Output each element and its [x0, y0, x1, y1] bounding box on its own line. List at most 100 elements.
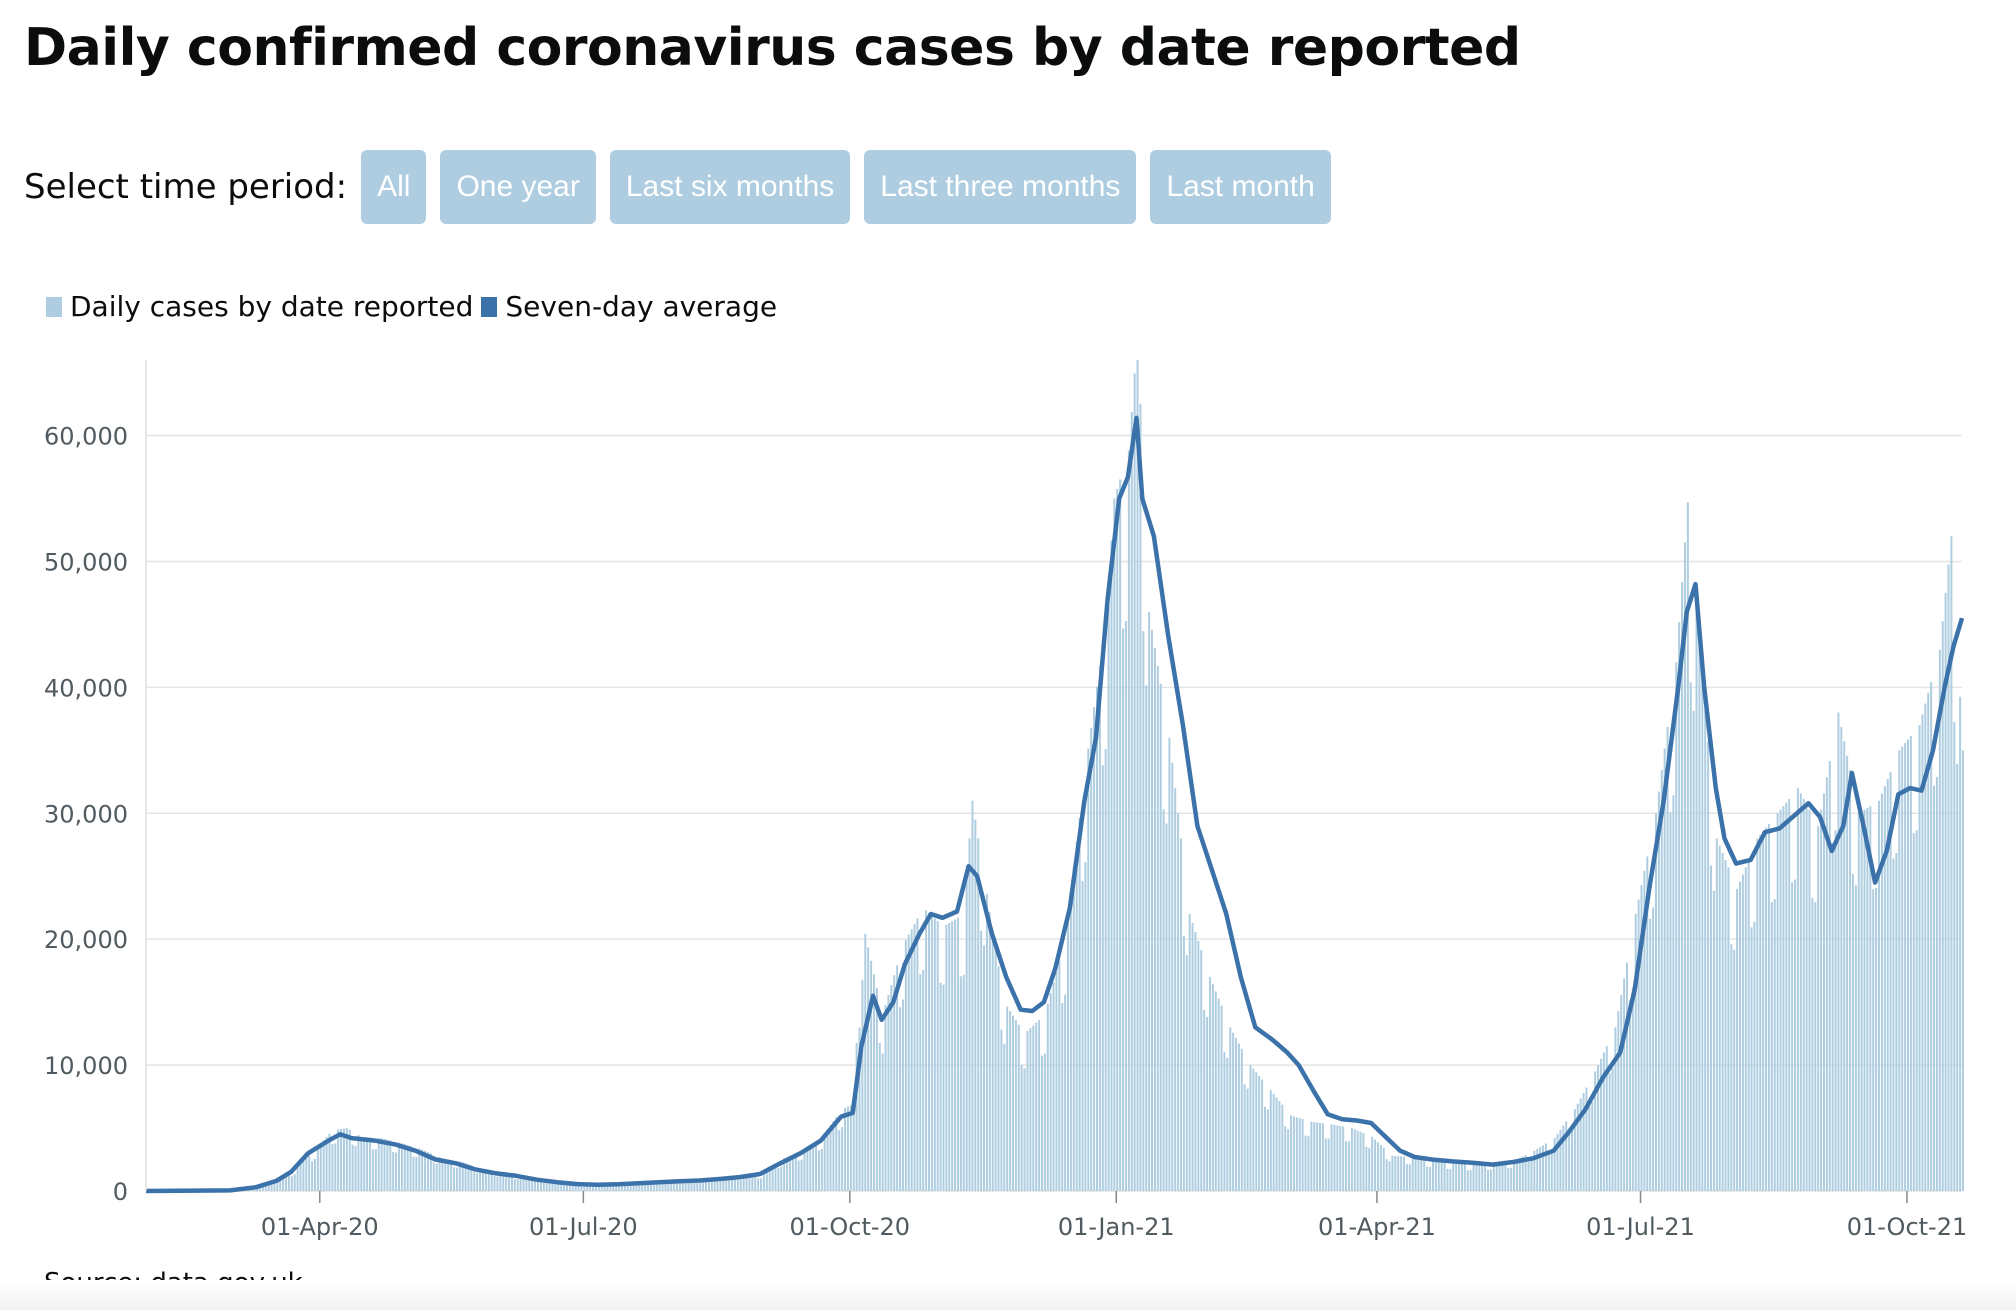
- daily-cases-bar: [1628, 1000, 1631, 1191]
- period-button-one-year[interactable]: One year: [440, 150, 596, 224]
- daily-cases-bar: [786, 1157, 789, 1191]
- daily-cases-bar: [1811, 897, 1814, 1191]
- period-button-last-month[interactable]: Last month: [1150, 150, 1331, 224]
- daily-cases-bar: [968, 838, 971, 1191]
- daily-cases-bar: [1530, 1160, 1533, 1191]
- daily-cases-bar: [939, 982, 942, 1191]
- daily-cases-bar: [1029, 1028, 1032, 1191]
- daily-cases-bar: [783, 1158, 786, 1191]
- daily-cases-bar: [988, 912, 991, 1191]
- daily-cases-bar: [1226, 1057, 1229, 1191]
- daily-cases-bar: [1521, 1156, 1524, 1191]
- daily-cases-bar: [812, 1142, 815, 1191]
- period-button-last-three-months[interactable]: Last three months: [864, 150, 1137, 224]
- daily-cases-bar: [1159, 683, 1162, 1191]
- daily-cases-bar: [438, 1157, 441, 1191]
- daily-cases-bar: [916, 918, 919, 1191]
- daily-cases-bar: [1594, 1071, 1597, 1191]
- daily-cases-bar: [647, 1182, 650, 1191]
- period-button-last-six-months[interactable]: Last six months: [609, 150, 851, 224]
- daily-cases-bar: [461, 1162, 464, 1191]
- daily-cases-bar: [1266, 1109, 1269, 1191]
- daily-cases-bar: [1046, 1003, 1049, 1191]
- daily-cases-bar: [1049, 993, 1052, 1191]
- daily-cases-bar: [1814, 901, 1817, 1191]
- chart-legend: Daily cases by date reported Seven-day a…: [46, 290, 785, 323]
- daily-cases-bar: [1353, 1129, 1356, 1191]
- daily-cases-bar: [1127, 450, 1130, 1191]
- daily-cases-bar: [322, 1140, 325, 1191]
- daily-cases-bar: [1715, 838, 1718, 1191]
- daily-cases-bar: [1330, 1124, 1333, 1191]
- daily-cases-bar: [305, 1158, 308, 1191]
- daily-cases-bar: [728, 1177, 731, 1191]
- daily-cases-bar: [577, 1185, 580, 1191]
- daily-cases-bar: [1637, 899, 1640, 1191]
- daily-cases-bar: [1872, 889, 1875, 1191]
- daily-cases-bar: [1617, 1011, 1620, 1191]
- daily-cases-bar: [1301, 1119, 1304, 1191]
- daily-cases-bar: [1686, 502, 1689, 1191]
- daily-cases-bar: [1408, 1164, 1411, 1191]
- daily-cases-bar: [386, 1139, 389, 1191]
- axes: 0 10,000 20,000 30,000 40,000 50,000 60,000 01-…: [44, 360, 1967, 1241]
- daily-cases-bar: [774, 1163, 777, 1191]
- daily-cases-bar: [1782, 806, 1785, 1191]
- daily-cases-bar: [1710, 865, 1713, 1191]
- daily-cases-bar: [1006, 1006, 1009, 1191]
- daily-cases-bar: [806, 1146, 809, 1191]
- daily-cases-bar: [1431, 1160, 1434, 1191]
- legend-item-seven-day-average[interactable]: Seven-day average: [481, 290, 777, 323]
- daily-cases-bar: [1165, 823, 1168, 1191]
- daily-cases-bar: [1620, 994, 1623, 1191]
- daily-cases-bar: [731, 1177, 734, 1191]
- daily-cases-bar: [1510, 1167, 1513, 1191]
- daily-cases-bar: [1640, 885, 1643, 1191]
- daily-cases-bar: [499, 1172, 502, 1191]
- daily-cases-bar: [641, 1182, 644, 1191]
- daily-cases-bar: [1820, 809, 1823, 1191]
- daily-cases-bar: [1918, 725, 1921, 1191]
- daily-cases-bar: [1924, 703, 1927, 1191]
- daily-cases-bar: [1455, 1163, 1458, 1191]
- time-period-selector: Select time period: All One year Last si…: [24, 150, 1345, 224]
- daily-cases-bar: [1223, 1052, 1226, 1191]
- daily-cases-bar: [1130, 412, 1133, 1191]
- daily-cases-bar: [285, 1174, 288, 1191]
- daily-cases-bar: [971, 800, 974, 1191]
- daily-cases-bar: [942, 984, 945, 1191]
- daily-cases-bar: [1875, 887, 1878, 1191]
- daily-cases-bar: [1799, 793, 1802, 1191]
- daily-cases-bar: [357, 1135, 360, 1191]
- daily-cases-bar: [710, 1179, 713, 1191]
- daily-cases-bar: [1513, 1160, 1516, 1191]
- daily-cases-bar: [1142, 631, 1145, 1191]
- daily-cases-bar: [453, 1167, 456, 1191]
- daily-cases-bar: [1582, 1092, 1585, 1191]
- daily-cases-bar: [1067, 914, 1070, 1191]
- daily-cases-bar: [959, 976, 962, 1191]
- daily-cases-bar: [1866, 807, 1869, 1191]
- legend-item-daily-cases[interactable]: Daily cases by date reported: [46, 290, 473, 323]
- daily-cases-bar: [1666, 726, 1669, 1191]
- daily-cases-bars: [148, 360, 1964, 1191]
- daily-cases-bar: [366, 1137, 369, 1191]
- daily-cases-bar: [1382, 1147, 1385, 1191]
- daily-cases-bar: [1400, 1156, 1403, 1191]
- daily-cases-bar: [994, 948, 997, 1191]
- daily-cases-bar: [1822, 793, 1825, 1191]
- daily-cases-bar: [1794, 879, 1797, 1191]
- daily-cases-bar: [383, 1138, 386, 1191]
- daily-cases-bar: [1220, 1005, 1223, 1191]
- daily-cases-bar: [1652, 907, 1655, 1191]
- daily-cases-bar: [525, 1177, 528, 1191]
- daily-cases-bar: [421, 1149, 424, 1191]
- daily-cases-bar: [791, 1154, 794, 1191]
- daily-cases-bar: [875, 987, 878, 1191]
- daily-cases-bar: [954, 919, 957, 1191]
- period-button-all[interactable]: All: [361, 150, 427, 224]
- daily-cases-bar: [418, 1148, 421, 1191]
- daily-cases-bar: [733, 1177, 736, 1191]
- daily-cases-bar: [403, 1144, 406, 1191]
- daily-cases-bar: [1724, 860, 1727, 1191]
